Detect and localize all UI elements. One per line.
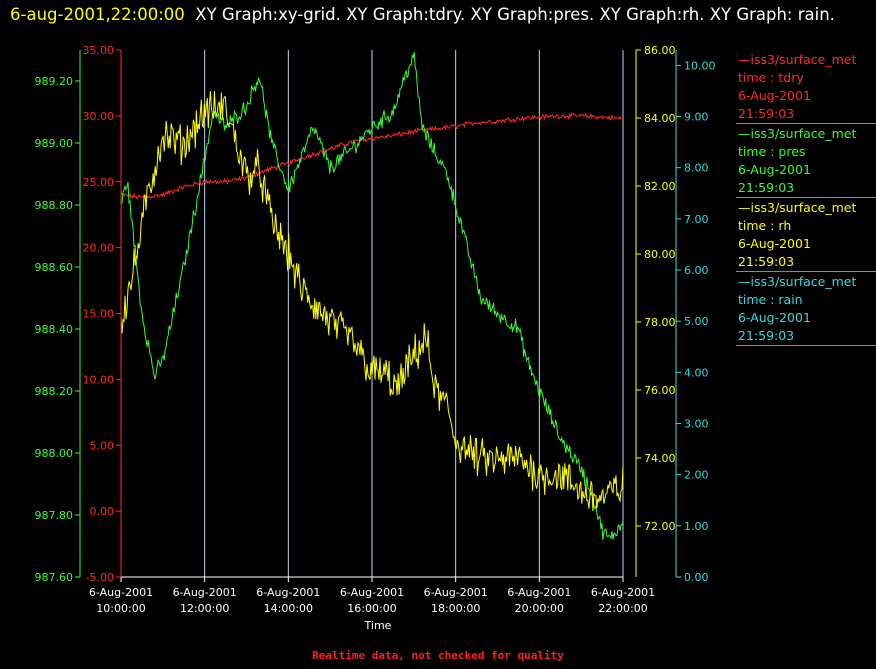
legend-date: 6-Aug-2001 [738, 88, 811, 103]
legend-time: 21:59:03 [738, 254, 795, 269]
rh-tick-label: 84.00 [644, 112, 676, 125]
rh-tick-label: 86.00 [644, 44, 676, 57]
rh-tick-label: 82.00 [644, 180, 676, 193]
rh-tick-label: 74.00 [644, 452, 676, 465]
tdry-tick-label: 25.00 [83, 176, 115, 189]
axes: 6-Aug-2001 10:00:00 6-Aug-2001 12:00:00 6-Au… [35, 44, 716, 615]
rain-tick-label: 0.00 [684, 571, 709, 584]
legend-source: —iss3/surface_met [738, 52, 857, 67]
legend-source: —iss3/surface_met [738, 274, 857, 289]
legend-dash: — [738, 274, 751, 289]
x-tick-label-date: 6-Aug-2001 [89, 586, 153, 599]
legend-var: time : rh [738, 218, 792, 233]
chart-svg: 6-Aug-2001 10:00:00 6-Aug-2001 12:00:00 6-Au… [35, 44, 716, 632]
x-tick-label-date: 6-Aug-2001 [591, 586, 655, 599]
series-rh-line [120, 90, 624, 512]
tdry-tick-label: 0.00 [90, 505, 115, 518]
legend-time: 21:59:03 [738, 106, 795, 121]
legend-dash: — [738, 200, 751, 215]
x-tick-label-time: 18:00:00 [431, 602, 480, 615]
x-tick-label-date: 6-Aug-2001 [173, 586, 237, 599]
x-tick-label-time: 16:00:00 [347, 602, 396, 615]
pres-tick-label: 988.60 [35, 261, 74, 274]
rain-tick-label: 9.00 [684, 111, 709, 124]
legend-var: time : tdry [738, 70, 804, 85]
rain-tick-label: 1.00 [684, 520, 709, 533]
legend-entry-tdry: —iss3/surface_met time : tdry 6-Aug-2001… [736, 50, 876, 124]
legend-var: time : pres [738, 144, 806, 159]
rain-tick-label: 6.00 [684, 264, 709, 277]
chart-title: 6-aug-2001,22:00:00 XY Graph:xy-grid. XY… [10, 2, 866, 28]
tdry-tick-label: 35.00 [83, 44, 115, 57]
legend-source: —iss3/surface_met [738, 126, 857, 141]
pres-tick-label: 989.00 [35, 137, 74, 150]
legend-entry-rain: —iss3/surface_met time : rain 6-Aug-2001… [736, 272, 876, 346]
legend-time: 21:59:03 [738, 328, 795, 343]
x-tick-label-time: 20:00:00 [515, 602, 564, 615]
x-axis-label: Time [364, 619, 392, 632]
rain-tick-label: 3.00 [684, 418, 709, 431]
tdry-tick-label: 20.00 [83, 242, 115, 255]
pres-tick-label: 987.60 [35, 571, 74, 584]
legend-date: 6-Aug-2001 [738, 162, 811, 177]
rain-tick-label: 2.00 [684, 469, 709, 482]
title-timestamp: 6-aug-2001,22:00:00 [10, 5, 185, 24]
pres-tick-label: 988.00 [35, 447, 74, 460]
pres-tick-label: 988.80 [35, 199, 74, 212]
rh-tick-label: 76.00 [644, 384, 676, 397]
series-pres-line [120, 51, 624, 540]
pres-tick-label: 988.20 [35, 385, 74, 398]
legend-entry-rh: —iss3/surface_met time : rh 6-Aug-2001 2… [736, 198, 876, 272]
x-tick-label-time: 14:00:00 [264, 602, 313, 615]
legend-entry-pres: —iss3/surface_met time : pres 6-Aug-2001… [736, 124, 876, 198]
grid [204, 50, 624, 577]
legend-date: 6-Aug-2001 [738, 310, 811, 325]
legend-dash: — [738, 52, 751, 67]
legend-source: —iss3/surface_met [738, 200, 857, 215]
rain-tick-label: 10.00 [684, 59, 716, 72]
x-tick-label-time: 12:00:00 [180, 602, 229, 615]
x-tick-label-time: 10:00:00 [96, 602, 145, 615]
rh-tick-label: 72.00 [644, 520, 676, 533]
legend-time: 21:59:03 [738, 180, 795, 195]
legend-dash: — [738, 126, 751, 141]
pres-tick-label: 989.20 [35, 75, 74, 88]
x-tick-label-date: 6-Aug-2001 [424, 586, 488, 599]
rain-tick-label: 8.00 [684, 162, 709, 175]
legend: —iss3/surface_met time : tdry 6-Aug-2001… [736, 50, 876, 346]
series-tdry-line [120, 112, 624, 200]
x-tick-label-date: 6-Aug-2001 [507, 586, 571, 599]
tdry-tick-label: -5.00 [86, 571, 114, 584]
tdry-tick-label: 30.00 [83, 110, 115, 123]
rh-tick-label: 78.00 [644, 316, 676, 329]
rh-tick-label: 80.00 [644, 248, 676, 261]
x-tick-label-date: 6-Aug-2001 [256, 586, 320, 599]
tdry-tick-label: 15.00 [83, 308, 115, 321]
quality-notice: Realtime data, not checked for quality [312, 649, 564, 662]
rain-tick-label: 4.00 [684, 366, 709, 379]
x-tick-label-date: 6-Aug-2001 [340, 586, 404, 599]
pres-tick-label: 987.80 [35, 509, 74, 522]
rain-tick-label: 5.00 [684, 315, 709, 328]
legend-date: 6-Aug-2001 [738, 236, 811, 251]
legend-var: time : rain [738, 292, 803, 307]
pres-tick-label: 988.40 [35, 323, 74, 336]
tdry-tick-label: 10.00 [83, 373, 115, 386]
x-tick-label-time: 22:00:00 [598, 602, 647, 615]
rain-tick-label: 7.00 [684, 213, 709, 226]
title-graph-list: XY Graph:xy-grid. XY Graph:tdry. XY Grap… [195, 5, 835, 24]
tdry-tick-label: 5.00 [90, 439, 115, 452]
